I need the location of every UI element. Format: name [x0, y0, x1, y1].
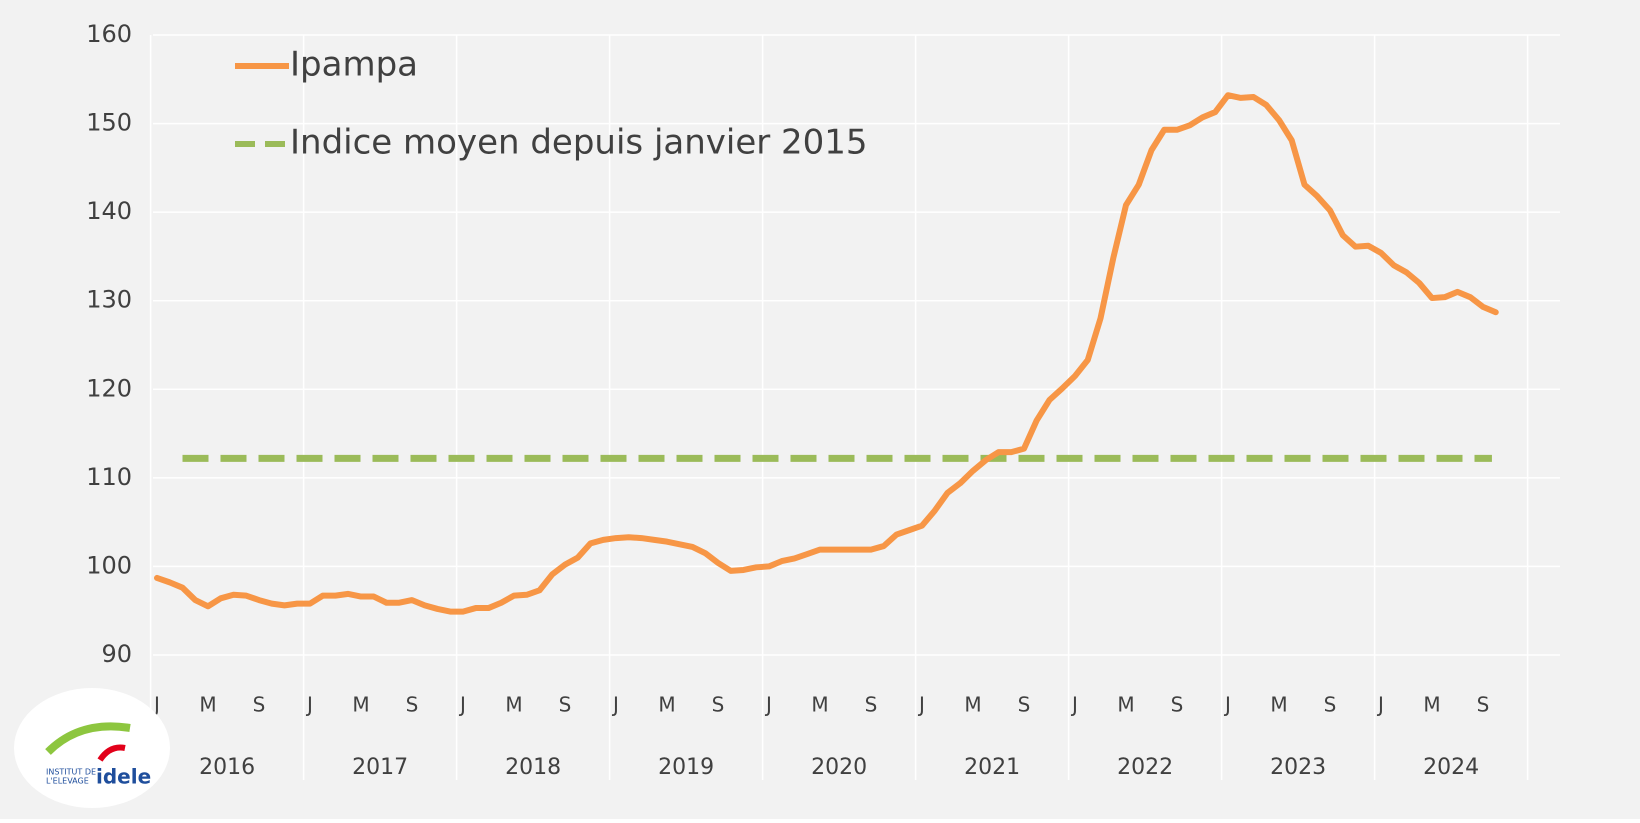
year-label: 2018 — [505, 755, 561, 780]
year-label: 2022 — [1117, 755, 1173, 780]
y-tick-label: 90 — [101, 640, 132, 668]
x-tick-label: M — [811, 693, 828, 717]
legend-label: Ipampa — [290, 45, 418, 85]
x-tick-label: J — [611, 693, 619, 717]
logo-bg — [14, 688, 170, 808]
x-tick-label: M — [1423, 693, 1440, 717]
x-tick-label: J — [458, 693, 466, 717]
logo-brand: idele — [96, 765, 151, 789]
logo-line2: L'ELEVAGE — [46, 777, 89, 786]
series-line — [154, 92, 1499, 615]
y-tick-label: 130 — [86, 286, 132, 314]
x-tick-label: S — [559, 693, 572, 717]
x-tick-label: S — [1324, 693, 1337, 717]
x-tick-label: S — [406, 693, 419, 717]
x-tick-label: J — [152, 693, 160, 717]
x-tick-label: S — [1477, 693, 1490, 717]
y-tick-label: 140 — [86, 197, 132, 225]
x-tick-label: S — [1171, 693, 1184, 717]
x-tick-label: S — [865, 693, 878, 717]
x-tick-label: J — [1376, 693, 1384, 717]
x-tick-label: S — [253, 693, 266, 717]
y-tick-label: 160 — [86, 20, 132, 48]
year-label: 2017 — [352, 755, 408, 780]
y-tick-label: 120 — [86, 374, 132, 402]
x-tick-label: M — [1117, 693, 1134, 717]
x-tick-label: M — [1270, 693, 1287, 717]
year-label: 2021 — [964, 755, 1020, 780]
year-label: 2024 — [1423, 755, 1479, 780]
x-tick-label: J — [764, 693, 772, 717]
y-tick-label: 110 — [86, 463, 132, 491]
x-tick-label: M — [505, 693, 522, 717]
y-tick-label: 100 — [86, 551, 132, 579]
x-tick-label: M — [199, 693, 216, 717]
year-label: 2023 — [1270, 755, 1326, 780]
year-label: 2016 — [199, 755, 255, 780]
x-tick-label: M — [658, 693, 675, 717]
logo-swoosh — [45, 722, 131, 755]
x-tick-label: S — [1018, 693, 1031, 717]
x-tick-label: J — [1070, 693, 1078, 717]
x-tick-label: J — [305, 693, 313, 717]
x-tick-label: M — [964, 693, 981, 717]
x-tick-label: J — [917, 693, 925, 717]
x-tick-label: J — [1223, 693, 1231, 717]
logo-line1: INSTITUT DE — [46, 768, 96, 777]
year-label: 2019 — [658, 755, 714, 780]
x-tick-label: S — [712, 693, 725, 717]
logo-swoosh-red — [97, 744, 126, 762]
year-label: 2020 — [811, 755, 867, 780]
legend-label: Indice moyen depuis janvier 2015 — [290, 123, 868, 163]
y-tick-label: 150 — [86, 109, 132, 137]
x-tick-label: M — [352, 693, 369, 717]
logo: INSTITUT DE L'ELEVAGE idele — [14, 688, 170, 808]
